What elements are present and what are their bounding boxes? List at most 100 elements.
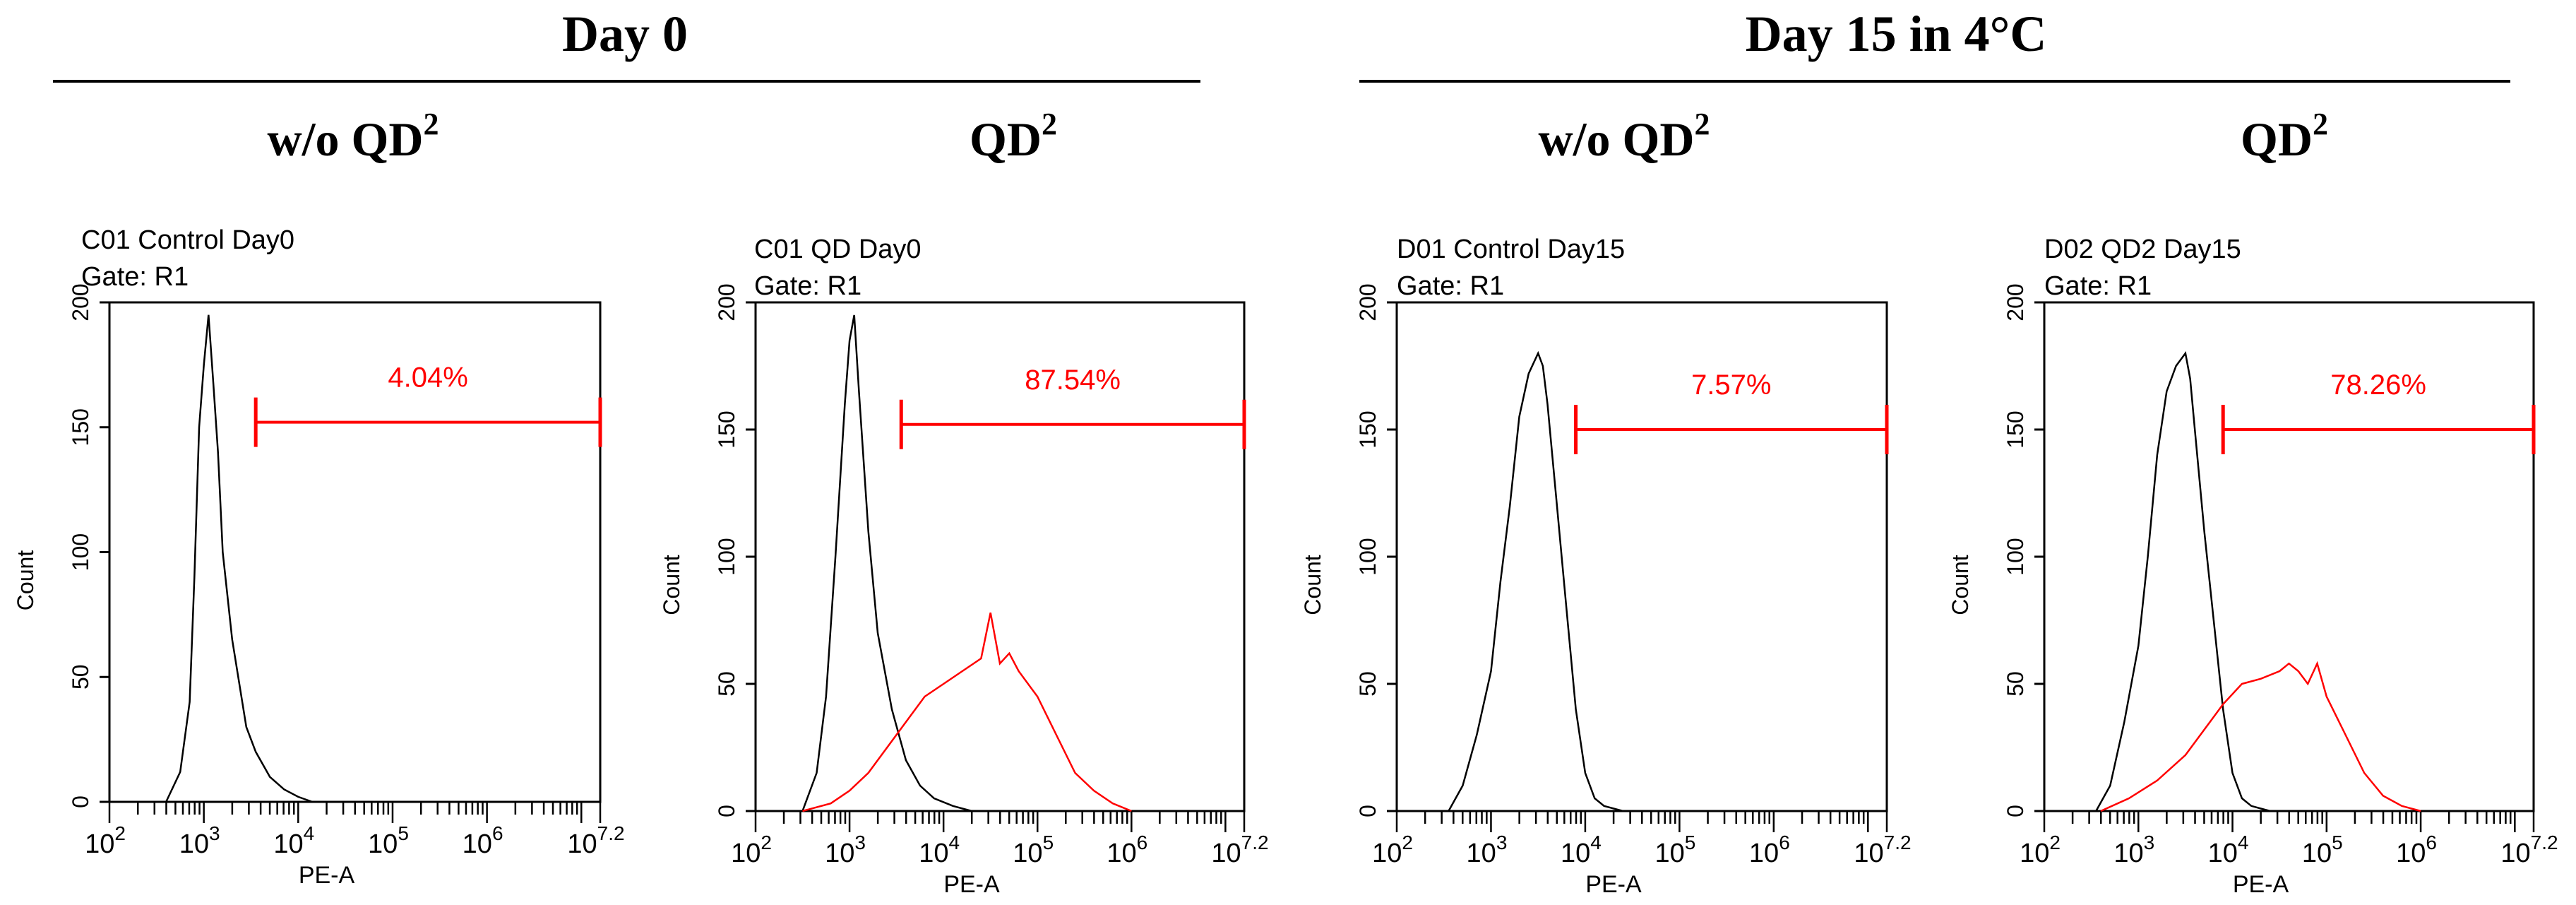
x-tick-exponent: 6	[1137, 832, 1148, 853]
x-tick-exponent: 2	[1402, 832, 1413, 853]
x-tick-label: 106	[463, 822, 503, 859]
x-tick-label: 104	[273, 822, 314, 859]
x-tick-label: 102	[1372, 832, 1413, 868]
x-tick-label: 103	[1467, 832, 1508, 868]
column-label: w/o QD	[1539, 112, 1695, 166]
x-tick-label: 105	[1013, 832, 1054, 868]
histogram-series-control	[1448, 350, 1623, 812]
y-axis-label: Count	[1300, 555, 1325, 615]
x-tick-exponent: 4	[2238, 832, 2249, 853]
y-tick-label: 150	[68, 408, 93, 446]
x-tick-base: 10	[1107, 839, 1136, 868]
x-axis-label: PE-A	[943, 871, 1000, 898]
y-tick-label: 50	[1355, 671, 1381, 697]
x-tick-label: 107.2	[567, 822, 624, 859]
y-tick-label: 0	[714, 805, 739, 817]
x-tick-label: 106	[1749, 832, 1790, 868]
x-tick-exponent: 3	[209, 822, 220, 844]
histogram-title: C01 Control Day0	[81, 225, 294, 255]
x-tick-base: 10	[2113, 839, 2143, 868]
x-tick-base: 10	[1561, 839, 1590, 868]
x-tick-base: 10	[1654, 839, 1684, 868]
x-tick-base: 10	[2208, 839, 2238, 868]
x-tick-exponent: 4	[1590, 832, 1602, 853]
x-tick-exponent: 6	[2426, 832, 2437, 853]
x-tick-base: 10	[825, 839, 854, 868]
x-tick-exponent: 7.2	[1241, 832, 1269, 853]
x-tick-label: 105	[2302, 832, 2343, 868]
column-label: QD	[2241, 112, 2313, 166]
gate-percentage-label: 78.26%	[2330, 369, 2426, 401]
x-tick-label: 102	[2020, 832, 2061, 868]
x-tick-base: 10	[731, 839, 761, 868]
x-tick-label: 102	[85, 822, 126, 859]
x-tick-base: 10	[1467, 839, 1496, 868]
histogram-series-control	[165, 314, 313, 803]
x-tick-exponent: 3	[854, 832, 866, 853]
group-title-day15: Day 15 in 4°C	[1746, 6, 2047, 62]
x-tick-label: 104	[1561, 832, 1602, 868]
x-tick-label: 104	[919, 832, 960, 868]
y-tick-label: 50	[68, 664, 93, 690]
x-axis-label: PE-A	[1585, 871, 1642, 898]
histogram-panel-0: C01 Control Day0 Gate: R1 0 50 100 150 200 Coun…	[13, 225, 625, 889]
x-tick-base: 10	[85, 829, 114, 859]
histogram-panel-2: D01 Control Day15 Gate: R1 0 50 100 150 200 Cou…	[1300, 235, 1912, 898]
x-tick-base: 10	[463, 829, 492, 859]
plot-frame	[108, 301, 602, 803]
x-tick-exponent: 3	[2144, 832, 2155, 853]
y-tick-label: 0	[68, 795, 93, 808]
gate-label: Gate: R1	[754, 271, 861, 301]
x-tick-label: 107.2	[1211, 832, 1268, 868]
histogram-series-control	[801, 314, 972, 812]
y-tick-label: 0	[1355, 805, 1381, 817]
x-tick-exponent: 7.2	[2531, 832, 2558, 853]
column-header-1: QD2	[970, 107, 1057, 166]
x-tick-exponent: 5	[2332, 832, 2343, 853]
column-superscript: 2	[1042, 107, 1057, 141]
y-tick-label: 150	[2003, 410, 2028, 448]
x-tick-exponent: 2	[114, 822, 126, 844]
y-tick-label: 200	[2003, 283, 2028, 321]
x-tick-exponent: 5	[1043, 832, 1054, 853]
y-tick-label: 100	[68, 533, 93, 571]
x-tick-label: 106	[2396, 832, 2437, 868]
y-tick-label: 200	[1355, 283, 1381, 321]
x-tick-label: 102	[731, 832, 772, 868]
x-tick-exponent: 2	[761, 832, 772, 853]
x-tick-base: 10	[1372, 839, 1402, 868]
y-tick-label: 150	[714, 410, 739, 448]
svg-text:QD2: QD2	[970, 107, 1057, 166]
x-tick-base: 10	[2500, 839, 2530, 868]
column-header-2: w/o QD2	[1539, 107, 1710, 166]
x-tick-base: 10	[1749, 839, 1779, 868]
column-label: w/o QD	[268, 112, 424, 166]
y-tick-label: 0	[2003, 805, 2028, 817]
x-tick-base: 10	[1013, 839, 1042, 868]
x-tick-base: 10	[179, 829, 209, 859]
gate-label: Gate: R1	[81, 262, 189, 292]
x-tick-exponent: 3	[1496, 832, 1508, 853]
x-axis-label: PE-A	[2233, 871, 2289, 898]
column-header-0: w/o QD2	[268, 107, 439, 166]
column-label: QD	[970, 112, 1042, 166]
x-tick-label: 107.2	[1854, 832, 1911, 868]
x-tick-base: 10	[368, 829, 398, 859]
gate-label: Gate: R1	[2044, 271, 2152, 301]
x-tick-label: 105	[1654, 832, 1695, 868]
y-axis-label: Count	[13, 550, 38, 611]
histogram-panel-3: D02 QD2 Day15 Gate: R1 0 50 100 150 200 Count 10…	[1948, 235, 2558, 898]
histogram-title: D02 QD2 Day15	[2044, 235, 2241, 264]
y-tick-label: 50	[2003, 671, 2028, 697]
plot-frame	[2043, 301, 2535, 812]
gate-percentage-label: 4.04%	[388, 362, 467, 394]
x-tick-label: 105	[368, 822, 409, 859]
x-tick-base: 10	[919, 839, 948, 868]
gate-percentage-label: 87.54%	[1025, 365, 1121, 396]
x-tick-base: 10	[567, 829, 597, 859]
x-tick-exponent: 6	[1779, 832, 1790, 853]
x-tick-label: 103	[179, 822, 220, 859]
x-tick-base: 10	[1854, 839, 1883, 868]
svg-text:w/o QD2: w/o QD2	[1539, 107, 1710, 166]
